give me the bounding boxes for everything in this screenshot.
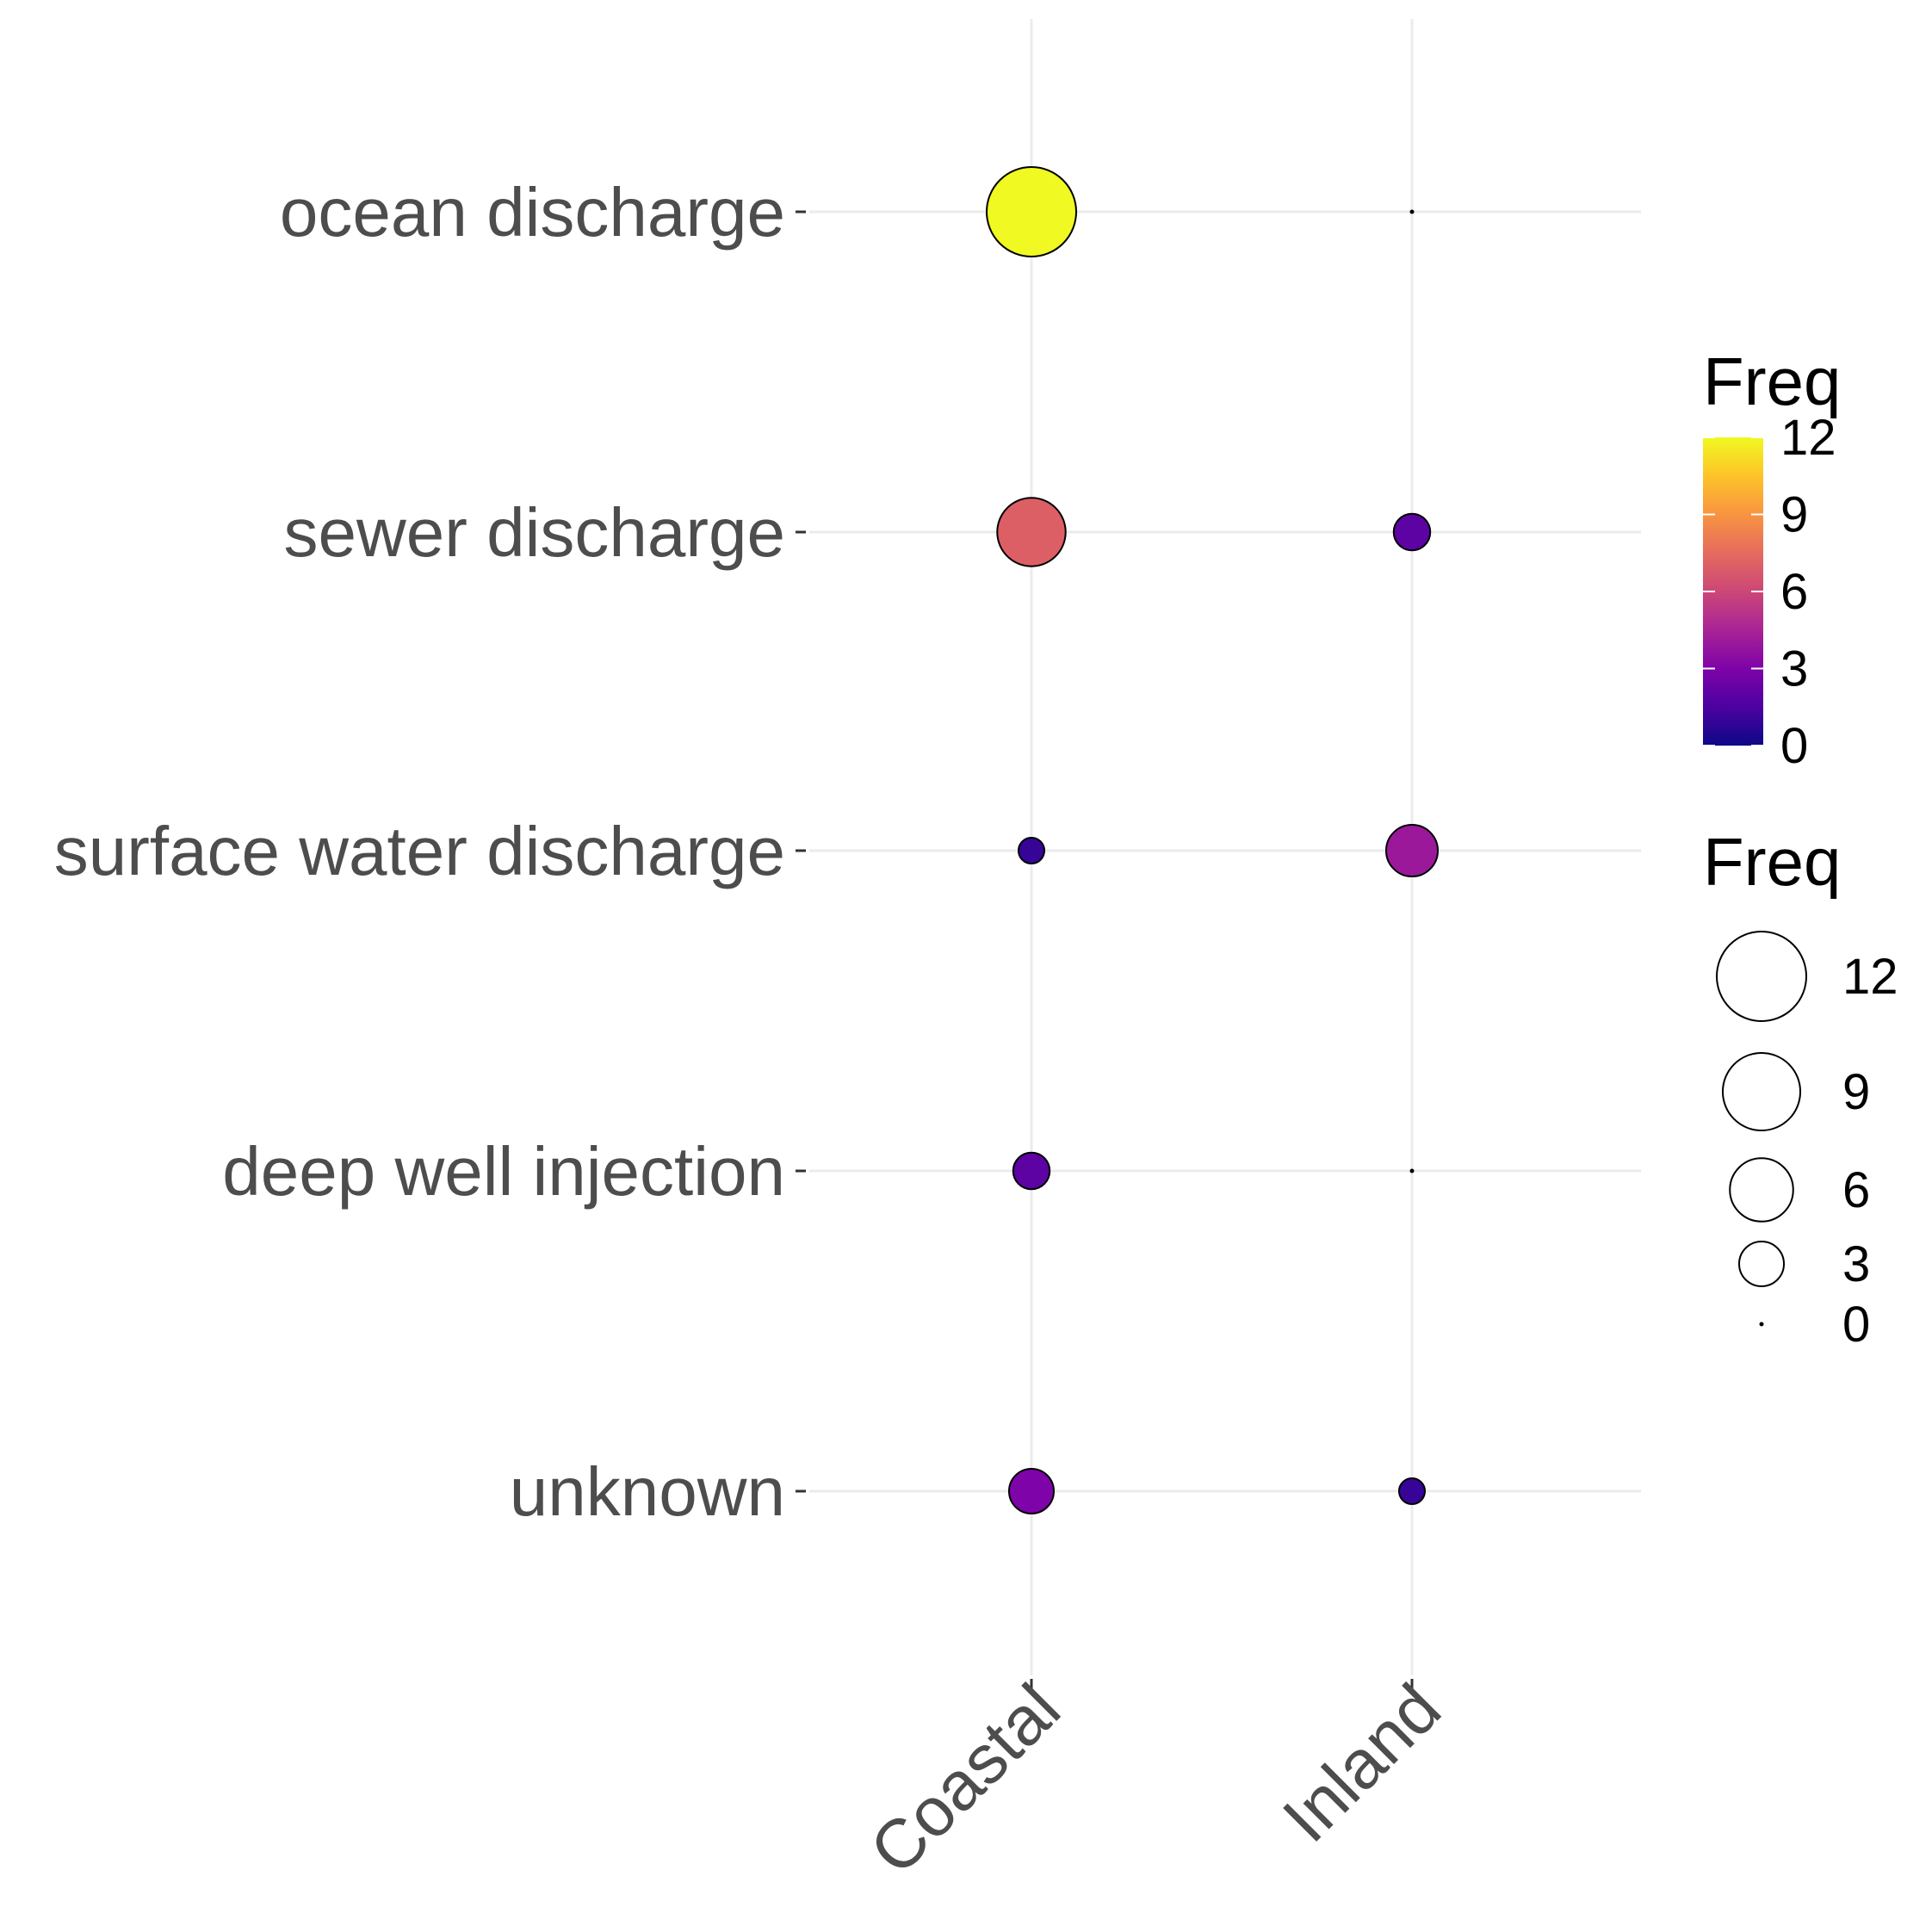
y-tick-label: deep well injection bbox=[222, 1133, 785, 1210]
data-point bbox=[1409, 1168, 1415, 1173]
data-point bbox=[1392, 512, 1432, 552]
x-tick-label: Coastal bbox=[855, 1669, 1074, 1889]
size-legend-key bbox=[1738, 1241, 1785, 1287]
color-legend-label: 3 bbox=[1780, 641, 1808, 697]
data-point bbox=[1384, 823, 1440, 878]
x-axis: Coastal Inland bbox=[855, 1669, 1455, 1889]
data-point bbox=[1397, 1477, 1427, 1506]
size-legend: Freq 12 9 6 30 bbox=[1703, 824, 1898, 1353]
grid-lines bbox=[809, 19, 1641, 1675]
color-legend-title: Freq bbox=[1703, 344, 1841, 419]
data-point bbox=[996, 497, 1067, 567]
data-point bbox=[1008, 1468, 1055, 1514]
data-point bbox=[1012, 1151, 1051, 1191]
x-tick-label: Inland bbox=[1268, 1669, 1455, 1856]
data-point bbox=[1409, 209, 1415, 214]
y-axis: ocean discharge sewer discharge surface wa… bbox=[54, 174, 806, 1530]
color-legend-label: 6 bbox=[1780, 564, 1808, 620]
color-legend: Freq 0 3 6 9 12 bbox=[1703, 344, 1841, 774]
size-legend-key bbox=[1759, 1322, 1764, 1327]
y-tick-label: unknown bbox=[510, 1453, 785, 1530]
data-point bbox=[986, 166, 1077, 257]
data-points bbox=[986, 166, 1440, 1514]
y-tick-label: sewer discharge bbox=[284, 494, 786, 571]
data-point bbox=[1017, 836, 1046, 865]
size-legend-label: 3 bbox=[1842, 1236, 1870, 1292]
color-legend-label: 0 bbox=[1780, 718, 1808, 774]
size-legend-label: 0 bbox=[1842, 1297, 1870, 1353]
size-legend-label: 9 bbox=[1842, 1064, 1870, 1120]
size-legend-key bbox=[1729, 1157, 1794, 1223]
size-legend-key bbox=[1721, 1051, 1802, 1132]
y-tick-label: surface water discharge bbox=[54, 813, 785, 889]
color-legend-label: 12 bbox=[1780, 410, 1836, 466]
size-legend-label: 6 bbox=[1842, 1162, 1870, 1218]
size-legend-label: 12 bbox=[1842, 949, 1898, 1005]
size-legend-title: Freq bbox=[1703, 824, 1841, 900]
color-legend-label: 9 bbox=[1780, 487, 1808, 543]
y-tick-label: ocean discharge bbox=[280, 174, 785, 251]
size-legend-key bbox=[1716, 931, 1807, 1022]
